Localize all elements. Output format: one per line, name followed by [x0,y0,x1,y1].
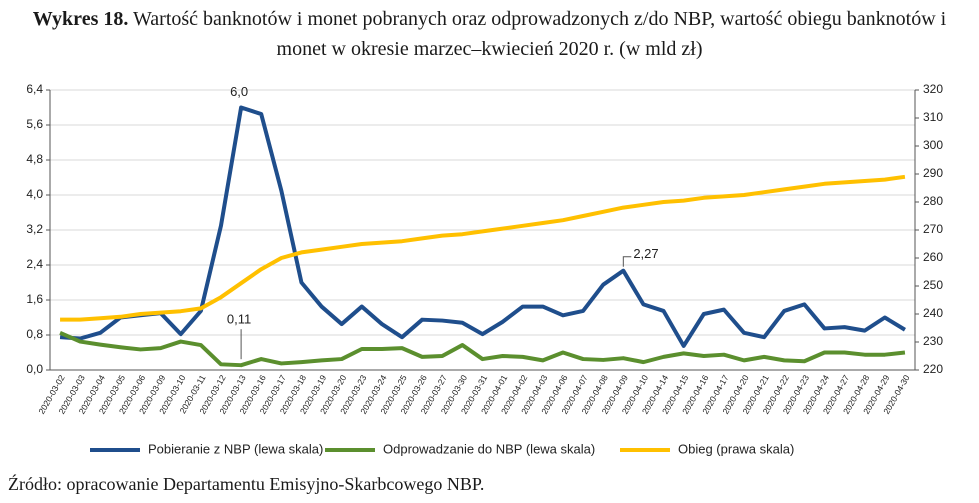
source-note: Źródło: opracowanie Departamentu Emisyjn… [8,474,485,494]
data-label: 2,27 [633,246,658,261]
y2-tick-label: 260 [923,250,943,264]
y-tick-label: 0,8 [26,327,43,341]
chart: 0,0 0,8 1,6 2,4 3,2 4,0 4,8 5,6 6,4 220 230 240 250 2… [26,82,943,456]
legend-label: Pobieranie z NBP (lewa skala) [148,441,323,456]
y2-tick-label: 280 [923,194,943,208]
y-tick-label: 6,4 [26,82,43,96]
y-tick-label: 5,6 [26,117,43,131]
data-label: 6,0 [230,84,248,99]
y-tick-label: 2,4 [26,257,43,271]
y-tick-label: 0,0 [26,362,43,376]
y2-tick-label: 250 [923,278,943,292]
label-leader [622,256,632,267]
legend-label: Obieg (prawa skala) [678,441,794,456]
y2-tick-label: 300 [923,138,943,152]
y2-tick-label: 270 [923,222,943,236]
y2-tick-label: 240 [923,306,943,320]
legend-label: Odprowadzanie do NBP (lewa skala) [383,441,595,456]
y-tick-label: 1,6 [26,292,43,306]
title-text: Wartość banknotów i monet pobranych oraz… [133,8,947,60]
y2-tick-label: 230 [923,334,943,348]
y2-tick-label: 310 [923,110,943,124]
series-line [59,330,906,368]
y2-tick-label: 220 [923,362,943,376]
y-tick-label: 4,0 [26,187,43,201]
series-line [60,174,906,322]
series-line [59,105,906,348]
y2-tick-label: 320 [923,82,943,96]
y-tick-label: 4,8 [26,152,43,166]
chart-title: Wykres 18. Wartość banknotów i monet pob… [8,4,971,64]
y2-tick-label: 290 [923,166,943,180]
y-tick-label: 3,2 [26,222,43,236]
data-label: 0,11 [227,312,251,327]
title-label: Wykres 18. [32,8,129,30]
